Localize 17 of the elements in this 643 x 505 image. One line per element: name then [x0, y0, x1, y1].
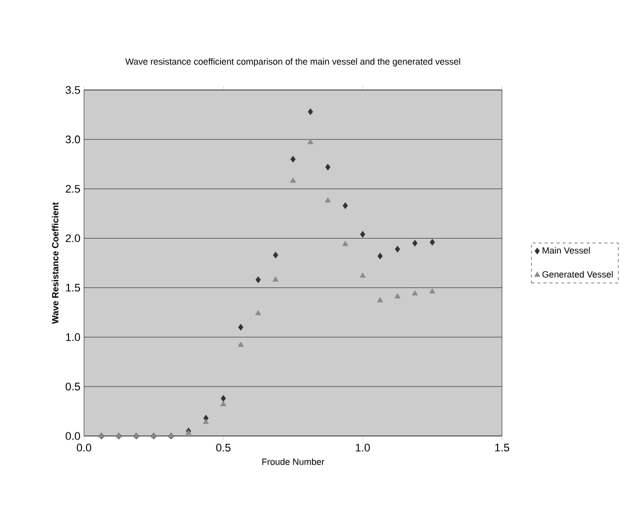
x-tick-label: 1.0 [356, 444, 370, 452]
y-tick-label: 0.0 [66, 432, 80, 440]
y-tick-label: 3.5 [66, 86, 80, 94]
legend-label: Main Vessel [542, 247, 590, 254]
y-axis-title: Wave Resistance Coefficient [52, 202, 58, 324]
y-tick-label: 0.5 [66, 382, 80, 390]
y-tick-label: 1.5 [66, 284, 80, 292]
x-tick-label: 1.5 [495, 444, 510, 452]
y-tick-label: 3.0 [66, 136, 80, 144]
y-tick-label: 2.5 [66, 184, 80, 193]
y-tick-label: 1.0 [66, 333, 80, 342]
x-tick-label: 0.0 [76, 444, 92, 452]
legend-label: Generated Vessel [542, 270, 613, 278]
x-tick-label: 0.5 [216, 444, 230, 452]
x-axis-title: Froude Number [262, 458, 324, 465]
chart-title: Wave resistance coefficient comparison of the main vessel and the generated vessel [125, 58, 460, 66]
y-tick-label: 2.0 [66, 234, 80, 242]
